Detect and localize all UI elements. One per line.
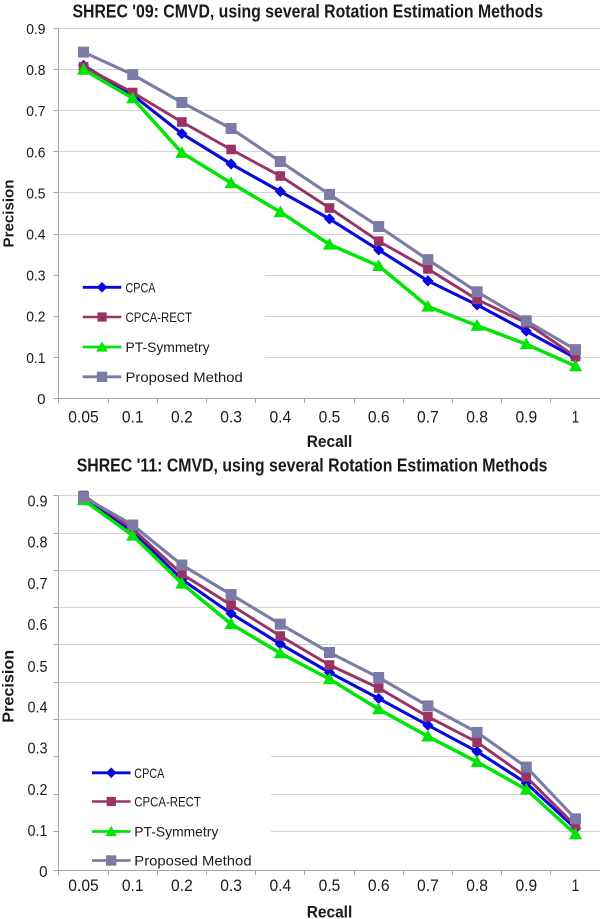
svg-text:0.7: 0.7 bbox=[26, 103, 45, 120]
svg-text:0.2: 0.2 bbox=[26, 309, 45, 326]
svg-text:0.9: 0.9 bbox=[515, 877, 537, 895]
svg-text:0.7: 0.7 bbox=[417, 877, 439, 895]
svg-text:0.4: 0.4 bbox=[269, 877, 291, 895]
svg-text:CPCA: CPCA bbox=[134, 765, 165, 781]
svg-text:0.6: 0.6 bbox=[28, 617, 48, 634]
svg-text:0.8: 0.8 bbox=[26, 62, 45, 79]
svg-text:0.7: 0.7 bbox=[28, 576, 48, 593]
svg-text:0.4: 0.4 bbox=[269, 409, 291, 427]
svg-text:0.8: 0.8 bbox=[466, 877, 488, 895]
svg-text:0.1: 0.1 bbox=[122, 877, 144, 895]
svg-text:0.9: 0.9 bbox=[28, 494, 48, 511]
svg-text:0.6: 0.6 bbox=[368, 409, 390, 427]
svg-text:0.05: 0.05 bbox=[68, 409, 98, 427]
svg-text:CPCA: CPCA bbox=[126, 279, 157, 295]
svg-text:0.9: 0.9 bbox=[515, 409, 537, 427]
svg-text:0.4: 0.4 bbox=[28, 700, 48, 717]
svg-text:0.5: 0.5 bbox=[319, 409, 341, 427]
svg-text:0.3: 0.3 bbox=[220, 877, 242, 895]
svg-text:0.2: 0.2 bbox=[28, 782, 48, 799]
svg-text:CPCA-RECT: CPCA-RECT bbox=[126, 309, 193, 325]
svg-text:0.8: 0.8 bbox=[28, 535, 48, 552]
svg-text:0.05: 0.05 bbox=[68, 877, 98, 895]
svg-text:0.5: 0.5 bbox=[26, 185, 45, 202]
svg-text:0.3: 0.3 bbox=[220, 409, 242, 427]
svg-text:0.8: 0.8 bbox=[466, 409, 488, 427]
svg-text:0.4: 0.4 bbox=[26, 227, 45, 244]
svg-text:0.7: 0.7 bbox=[417, 409, 439, 427]
svg-text:0.6: 0.6 bbox=[26, 144, 45, 161]
svg-text:0.1: 0.1 bbox=[28, 823, 48, 840]
svg-text:Recall: Recall bbox=[307, 903, 353, 919]
svg-text:Precision: Precision bbox=[1, 650, 18, 723]
svg-text:0.1: 0.1 bbox=[26, 350, 45, 367]
svg-text:0.9: 0.9 bbox=[26, 21, 45, 38]
svg-text:Proposed Method: Proposed Method bbox=[126, 369, 243, 385]
svg-text:0.5: 0.5 bbox=[319, 877, 341, 895]
svg-text:SHREC '11: CMVD, using several: SHREC '11: CMVD, using several Rotation … bbox=[77, 456, 548, 476]
svg-text:0.1: 0.1 bbox=[122, 409, 144, 427]
svg-text:PT-Symmetry: PT-Symmetry bbox=[126, 339, 210, 355]
svg-text:1: 1 bbox=[572, 409, 580, 427]
svg-text:0.5: 0.5 bbox=[28, 659, 48, 676]
svg-text:0.6: 0.6 bbox=[368, 877, 390, 895]
svg-text:0.3: 0.3 bbox=[26, 268, 45, 285]
svg-text:0: 0 bbox=[39, 864, 47, 881]
svg-text:1: 1 bbox=[572, 877, 580, 895]
svg-text:0.2: 0.2 bbox=[171, 409, 193, 427]
svg-text:Proposed Method: Proposed Method bbox=[134, 853, 251, 869]
svg-text:0.2: 0.2 bbox=[171, 877, 193, 895]
svg-text:Recall: Recall bbox=[307, 432, 353, 451]
svg-text:Precision: Precision bbox=[1, 180, 18, 248]
svg-text:CPCA-RECT: CPCA-RECT bbox=[134, 794, 201, 810]
svg-text:0: 0 bbox=[37, 391, 45, 408]
svg-text:PT-Symmetry: PT-Symmetry bbox=[134, 824, 218, 840]
svg-text:SHREC '09: CMVD, using several: SHREC '09: CMVD, using several Rotation … bbox=[73, 2, 544, 22]
svg-text:0.3: 0.3 bbox=[28, 741, 48, 758]
